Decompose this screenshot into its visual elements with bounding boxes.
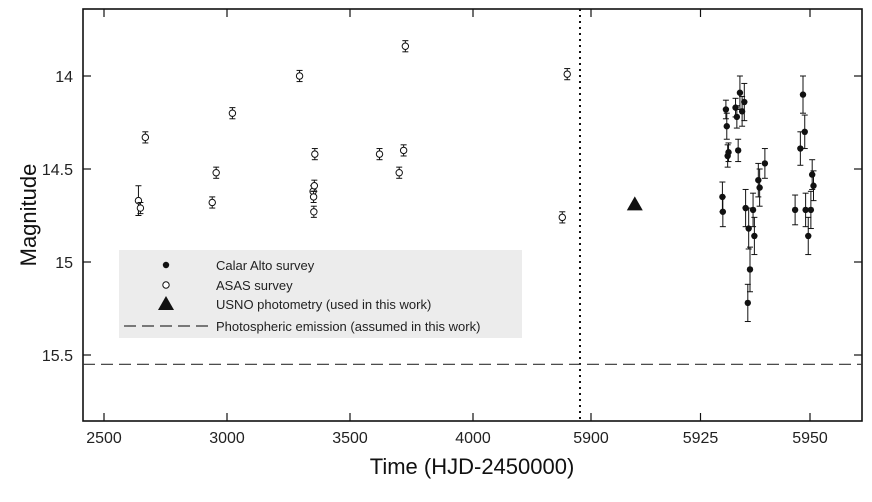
asas-point bbox=[310, 182, 319, 190]
calar-alto-point bbox=[761, 160, 769, 167]
calar-alto-point bbox=[755, 176, 762, 184]
x-tick-label: 3500 bbox=[332, 430, 368, 447]
calar-alto-point bbox=[810, 182, 817, 189]
calar-alto-point bbox=[797, 145, 804, 152]
y-tick-label: 15 bbox=[55, 255, 73, 272]
plot-frame bbox=[82, 8, 863, 422]
legend-label: ASAS survey bbox=[216, 278, 293, 293]
calar-alto-point bbox=[744, 299, 752, 307]
plot-content: 2500 3000 3500 4000 5900 5925 5950 14 14.5 15 15.5 bbox=[42, 9, 862, 447]
asas-point bbox=[309, 193, 318, 201]
calar-alto-point bbox=[725, 149, 732, 156]
calar-alto-point bbox=[736, 89, 744, 96]
calar-alto-point bbox=[801, 128, 808, 135]
asas-point bbox=[310, 208, 318, 216]
asas-point bbox=[212, 169, 220, 177]
calar-alto-point bbox=[741, 98, 748, 106]
calar-alto-point bbox=[746, 266, 754, 273]
asas-point bbox=[399, 146, 408, 155]
asas-point bbox=[141, 133, 150, 142]
calar-alto-point bbox=[756, 184, 763, 191]
calar-alto-point bbox=[723, 123, 730, 130]
x-tick-label: 5950 bbox=[792, 430, 828, 447]
legend-marker-asas bbox=[162, 281, 170, 289]
legend-label: USNO photometry (used in this work) bbox=[216, 297, 431, 312]
asas-point bbox=[558, 213, 566, 222]
calar-alto-point bbox=[722, 106, 730, 113]
asas-point bbox=[136, 204, 145, 212]
calar-alto-point bbox=[791, 206, 799, 214]
calar-alto-point bbox=[734, 147, 742, 154]
usno-point bbox=[626, 196, 643, 211]
x-tick-label: 2500 bbox=[86, 430, 122, 447]
asas-point bbox=[208, 198, 216, 207]
asas-point bbox=[311, 150, 319, 158]
legend-label: Photospheric emission (assumed in this w… bbox=[216, 319, 480, 334]
y-tick-label: 14.5 bbox=[42, 162, 73, 179]
calar-alto-point bbox=[805, 232, 812, 240]
y-tick-label: 14 bbox=[55, 69, 73, 86]
calar-alto-point bbox=[742, 204, 749, 212]
x-tick-label: 5900 bbox=[573, 430, 609, 447]
calar-alto-point bbox=[799, 91, 807, 98]
x-axis-title: Time (HJD-2450000) bbox=[370, 454, 575, 479]
asas-point bbox=[295, 72, 304, 80]
asas-point bbox=[395, 169, 403, 177]
x-tick-label: 3000 bbox=[209, 430, 245, 447]
y-axis-title: Magnitude bbox=[16, 164, 41, 267]
y-tick-label: 15.5 bbox=[42, 348, 73, 365]
calar-alto-point bbox=[733, 113, 741, 121]
calar-alto-point bbox=[807, 206, 815, 214]
calar-alto-point bbox=[749, 206, 757, 214]
calar-alto-point bbox=[808, 171, 816, 178]
x-tick-label: 4000 bbox=[455, 430, 491, 447]
x-tick-label: 5925 bbox=[683, 430, 719, 447]
legend-box bbox=[119, 250, 522, 338]
legend-marker-calar-alto bbox=[162, 261, 170, 269]
legend-label: Calar Alto survey bbox=[216, 258, 315, 273]
asas-point bbox=[375, 150, 384, 158]
asas-point bbox=[228, 109, 237, 117]
calar-alto-point bbox=[802, 206, 809, 214]
legend-marker-usno bbox=[158, 296, 174, 310]
legend: Calar Alto survey ASAS survey USNO photome… bbox=[119, 250, 522, 338]
asas-point bbox=[401, 42, 410, 50]
calar-alto-point bbox=[738, 108, 746, 115]
calar-alto-point bbox=[751, 232, 758, 240]
asas-point bbox=[563, 70, 571, 78]
calar-alto-point bbox=[719, 208, 727, 215]
